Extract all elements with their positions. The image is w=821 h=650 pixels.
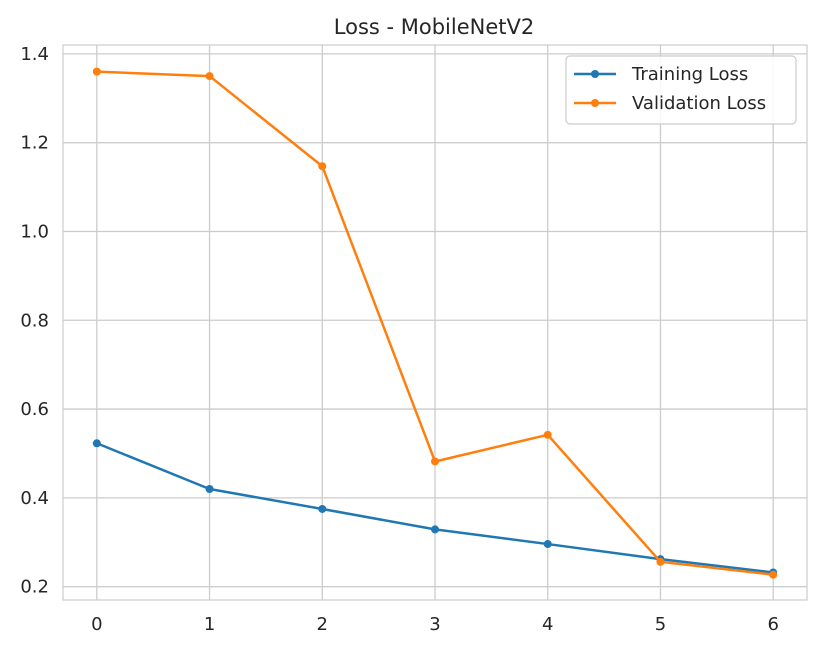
legend-label: Training Loss bbox=[631, 64, 748, 85]
y-tick-label: 0.4 bbox=[20, 488, 49, 509]
x-tick-label: 1 bbox=[204, 614, 215, 635]
y-tick-label: 1.2 bbox=[20, 133, 49, 154]
chart-title: Loss - MobileNetV2 bbox=[334, 15, 534, 39]
data-point bbox=[92, 439, 101, 448]
data-point bbox=[543, 430, 552, 439]
x-tick-label: 3 bbox=[429, 614, 440, 635]
plot-area: 0 1 2 3 4 5 6 0.2 0.4 0.6 0.8 1.0 1.2 1.4 bbox=[20, 44, 808, 635]
x-tick-label: 0 bbox=[91, 614, 102, 635]
data-point bbox=[543, 540, 552, 549]
legend-marker bbox=[591, 70, 599, 78]
data-point bbox=[205, 72, 214, 81]
x-tick-label: 2 bbox=[317, 614, 328, 635]
x-tick-label: 4 bbox=[542, 614, 553, 635]
legend-label: Validation Loss bbox=[632, 93, 766, 114]
series-lines bbox=[92, 67, 778, 579]
legend-marker bbox=[591, 99, 599, 107]
y-tick-label: 1.4 bbox=[20, 44, 49, 65]
y-tick-label: 1.0 bbox=[20, 221, 49, 242]
x-tick-label: 6 bbox=[767, 614, 778, 635]
data-point bbox=[431, 457, 439, 466]
data-point bbox=[656, 557, 665, 566]
y-tick-label: 0.2 bbox=[20, 577, 49, 598]
data-point bbox=[431, 525, 439, 534]
legend-box bbox=[565, 55, 797, 125]
y-tick-label: 0.6 bbox=[20, 399, 49, 420]
legend: Training Loss Validation Loss bbox=[565, 55, 797, 125]
x-axis-ticks: 0 1 2 3 4 5 6 bbox=[91, 614, 779, 635]
x-tick-label: 5 bbox=[655, 614, 666, 635]
data-point bbox=[769, 570, 778, 579]
data-point bbox=[92, 67, 101, 76]
data-point bbox=[318, 504, 327, 513]
data-point bbox=[318, 162, 327, 171]
y-tick-label: 0.8 bbox=[20, 310, 49, 331]
data-point bbox=[205, 485, 214, 493]
y-axis-ticks: 0.2 0.4 0.6 0.8 1.0 1.2 1.4 bbox=[20, 44, 49, 598]
